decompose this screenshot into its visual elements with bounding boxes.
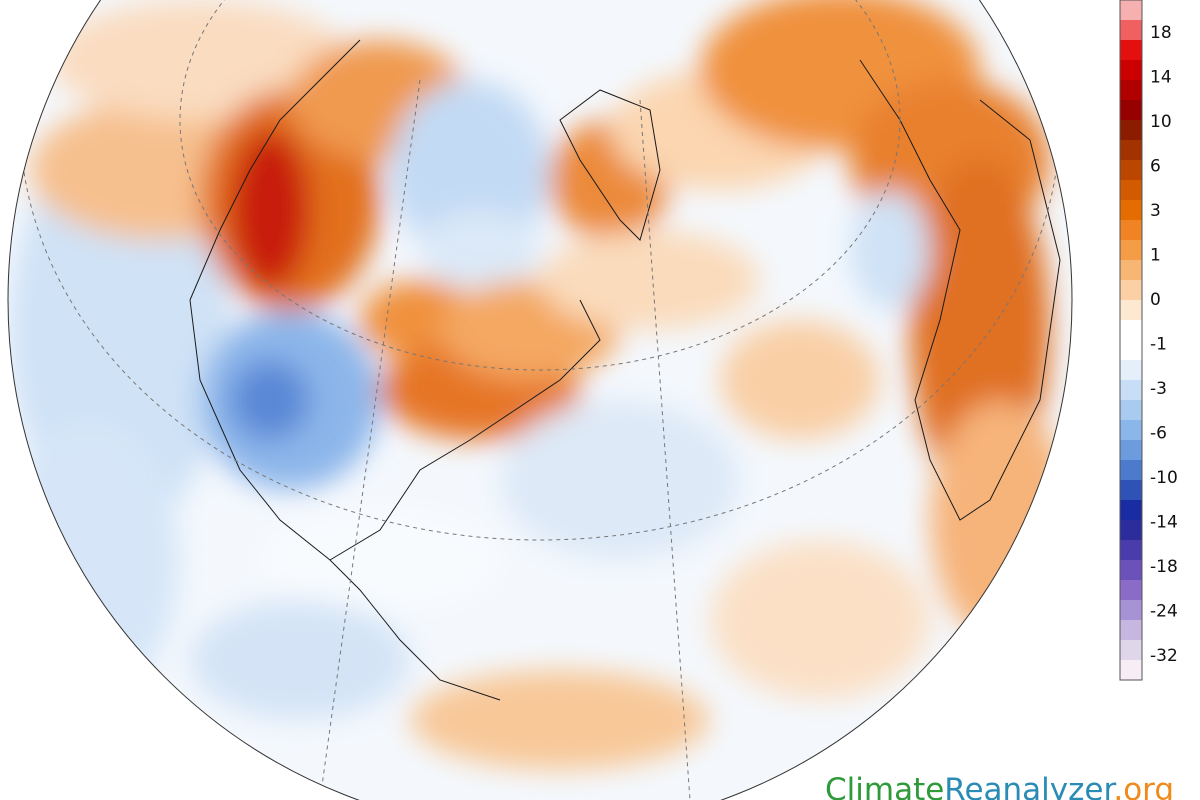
colorbar-swatch [1120,480,1142,501]
colorbar-label: -3 [1150,379,1167,399]
colorbar-swatch [1120,20,1142,41]
colorbar-swatch [1120,80,1142,101]
colorbar-swatch [1120,540,1142,561]
globe-outline [7,0,1073,800]
colorbar-swatch [1120,100,1142,121]
colorbar-label: 0 [1150,290,1161,310]
anomaly-field [8,0,1070,770]
colorbar-swatch [1120,500,1142,521]
watermark-part: Climate [825,772,944,800]
colorbar-swatch [1120,140,1142,161]
colorbar-swatch [1120,560,1142,581]
colorbar-swatch [1120,260,1142,281]
colorbar-label: 18 [1150,23,1172,43]
colorbar-label: -32 [1150,646,1178,666]
colorbar-swatch [1120,160,1142,181]
colorbar-label: -14 [1150,513,1178,533]
colorbar-label: 10 [1150,112,1172,132]
globe [8,0,1072,800]
colorbar-swatch [1120,0,1142,21]
colorbar-swatch [1120,380,1142,401]
colorbar-swatch [1120,580,1142,601]
colorbar-swatch [1120,60,1142,81]
watermark-part: Reanalyzer [944,772,1116,800]
colorbar-swatch [1120,600,1142,621]
colorbar-swatch [1120,520,1142,541]
colorbar-label: 14 [1150,68,1172,88]
colorbar-swatch [1120,660,1142,681]
colorbar-label: 3 [1150,201,1161,221]
colorbar-label: 1 [1150,246,1161,266]
colorbar-swatch [1120,120,1142,141]
colorbar-swatch [1120,200,1142,221]
colorbar-label: -10 [1150,468,1178,488]
colorbar-label: 6 [1150,157,1161,177]
colorbar-swatch [1120,340,1142,361]
coastlines [189,39,1061,701]
colorbar-frame [1119,0,1143,681]
colorbar-swatch [1120,440,1142,461]
watermark-part: .org [1113,772,1174,800]
colorbar-swatch [1120,640,1142,661]
colorbar-label: -24 [1150,602,1178,622]
watermark: ClimateReanalyzer.org [825,772,1174,800]
colorbar-swatch [1120,240,1142,261]
colorbar-swatch [1120,280,1142,301]
colorbar-swatch [1120,180,1142,201]
colorbar-swatch [1120,400,1142,421]
colorbar-label: -1 [1150,335,1167,355]
colorbar-swatch [1120,460,1142,481]
colorbar-swatch [1120,220,1142,241]
colorbar-swatch [1120,360,1142,381]
colorbar-swatch [1120,300,1142,321]
colorbar-swatch [1120,620,1142,641]
colorbar-swatch [1120,320,1142,341]
colorbar-swatch [1120,40,1142,61]
colorbar-label: -18 [1150,557,1178,577]
colorbar-label: -6 [1150,424,1167,444]
colorbar-swatch [1120,420,1142,441]
